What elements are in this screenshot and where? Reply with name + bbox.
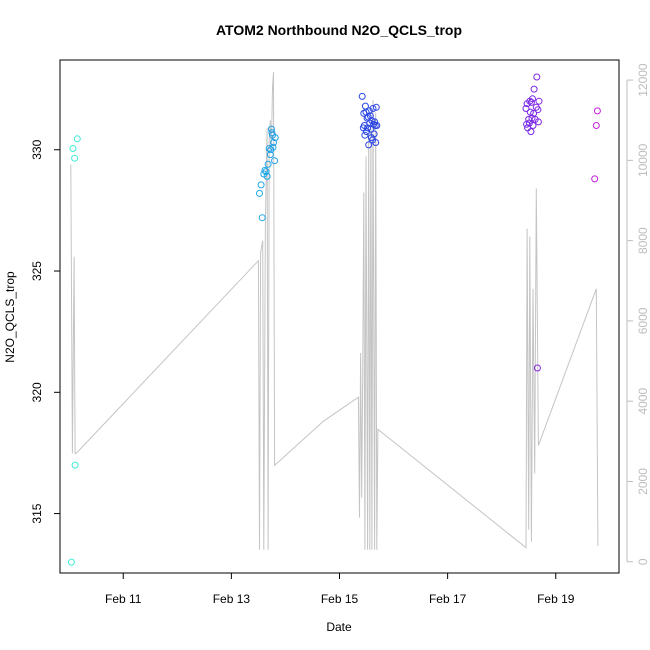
chart-title: ATOM2 Northbound N2O_QCLS_trop	[216, 22, 462, 38]
y2-tick-label: 0	[636, 558, 650, 565]
data-point	[371, 118, 379, 126]
data-point	[361, 131, 369, 139]
y2-tick-label: 8000	[636, 227, 650, 254]
data-point	[526, 108, 534, 116]
data-point	[534, 118, 542, 126]
x-tick-label: Feb 11	[105, 592, 142, 606]
data-point	[373, 122, 381, 129]
data-point	[369, 105, 377, 112]
y-axis-label: N2O_QCLS_trop	[3, 271, 17, 363]
data-point	[71, 154, 79, 162]
x-tick-label: Feb 15	[321, 592, 359, 606]
data-point	[264, 160, 272, 168]
data-point	[366, 112, 374, 120]
data-point	[528, 114, 536, 122]
data-point	[591, 175, 599, 183]
data-point	[527, 128, 535, 136]
y-tick-label: 315	[30, 503, 44, 523]
data-point	[529, 122, 537, 129]
points-layer	[67, 73, 601, 566]
data-point	[271, 157, 279, 165]
axes-layer: Feb 11 Feb 13 Feb 15 Feb 17 Feb 19 315 320 325 3…	[30, 63, 650, 606]
data-point	[533, 364, 541, 372]
data-point	[593, 107, 601, 115]
data-point	[372, 103, 380, 111]
altitude-line-layer	[70, 71, 599, 550]
y-tick-label: 325	[30, 261, 44, 281]
data-point	[530, 85, 538, 93]
data-point	[266, 151, 274, 159]
data-point	[370, 130, 378, 138]
data-point	[358, 92, 366, 100]
data-point	[261, 166, 269, 174]
y2-tick-label: 6000	[636, 307, 650, 334]
data-point	[73, 135, 81, 143]
data-point	[263, 172, 271, 180]
data-point	[256, 189, 263, 197]
x-tick-label: Feb 19	[537, 592, 575, 606]
data-point	[533, 73, 541, 81]
data-point	[534, 106, 542, 114]
data-point	[271, 134, 279, 142]
data-point	[270, 139, 277, 146]
data-point	[69, 145, 77, 152]
y2-tick-label: 4000	[636, 388, 650, 415]
y2-tick-label: 2000	[636, 468, 650, 495]
data-point	[365, 107, 373, 115]
x-tick-label: Feb 13	[213, 592, 251, 606]
y2-tick-label: 12000	[636, 63, 650, 97]
data-point	[67, 558, 75, 566]
data-point	[258, 214, 266, 222]
altitude-line	[70, 71, 599, 550]
data-point	[527, 98, 535, 106]
data-point	[71, 461, 79, 469]
data-point	[372, 139, 380, 146]
data-point	[522, 105, 530, 112]
data-point	[262, 168, 270, 176]
y-tick-label: 320	[30, 382, 44, 402]
y-tick-label: 330	[30, 139, 44, 159]
x-axis-label: Date	[326, 620, 352, 634]
x-tick-label: Feb 17	[429, 592, 467, 606]
data-point	[257, 181, 265, 189]
data-point	[592, 122, 600, 129]
data-point	[535, 97, 543, 105]
data-point	[529, 95, 536, 103]
y2-tick-label: 10000	[636, 143, 650, 177]
data-point	[269, 143, 277, 151]
data-point	[365, 141, 373, 149]
data-point	[267, 146, 275, 154]
